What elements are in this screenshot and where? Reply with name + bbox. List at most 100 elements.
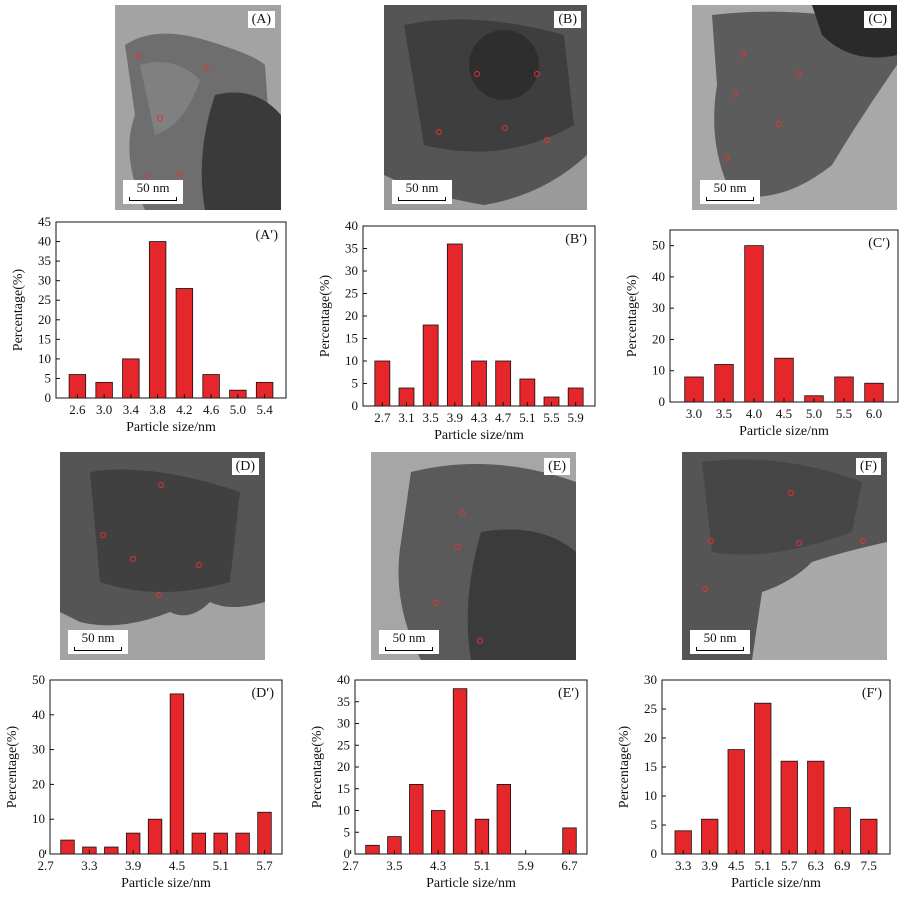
histogram-d-prime: 0 10 20 30 40 50 2.7 3.3 3.9 4.5 5.1 5.7 (D′) Particl… (0, 672, 286, 891)
y-tick-label: 20 (32, 776, 45, 791)
chart-svg: 0 10 20 30 40 50 2.7 3.3 3.9 4.5 5.1 5.7 (D′) Particl… (5, 672, 283, 891)
histogram-bar (807, 760, 825, 855)
panel-label: (B′) (565, 232, 587, 247)
scale-bar-text: 50 nm (713, 180, 747, 195)
histogram-bar (175, 288, 194, 399)
chart-svg: 0 5 10 15 20 25 30 3.3 3.9 4.5 5.1 5.7 6.3 6.9 7.5 (F′)… (617, 672, 891, 891)
y-tick-label: 10 (345, 353, 358, 368)
y-tick-label: 35 (38, 253, 51, 268)
y-axis-label: Percentage(%) (11, 268, 26, 351)
tem-image-b: (B) 50 nm (384, 5, 587, 210)
x-tick-label: 5.5 (543, 410, 559, 425)
y-tick-label: 20 (337, 759, 350, 774)
histogram-bar (446, 243, 463, 407)
y-tick-label: 10 (652, 363, 665, 378)
x-axis-label: Particle size/nm (731, 876, 821, 891)
x-tick-label: 4.7 (495, 410, 512, 425)
y-tick-label: 25 (644, 701, 657, 716)
x-tick-label: 5.0 (230, 402, 246, 417)
x-tick-label: 4.0 (746, 406, 762, 421)
histogram-bar (474, 818, 490, 855)
x-tick-label: 5.7 (781, 858, 798, 873)
panel-label: (A′) (256, 228, 279, 243)
tem-label: (F) (855, 458, 881, 475)
histogram-b-prime: 0 5 10 15 20 25 30 35 40 2.7 3.1 3.5 3.9 4.3 4.7 5.1 5.5… (313, 218, 599, 443)
x-tick-label: 5.0 (806, 406, 822, 421)
x-tick-label: 5.9 (568, 410, 584, 425)
scale-bar-text: 50 nm (703, 630, 737, 645)
y-tick-label: 10 (38, 351, 51, 366)
scale-bar: 50 nm (379, 630, 439, 654)
histogram-bar (60, 839, 75, 855)
y-axis-label: Percentage(%) (5, 725, 20, 808)
histogram-bar (191, 832, 207, 855)
histogram-bar (422, 324, 439, 407)
tem-texture (692, 5, 897, 210)
x-axis-label: Particle size/nm (434, 428, 524, 443)
x-tick-label: 4.2 (176, 402, 192, 417)
y-tick-label: 10 (337, 803, 350, 818)
y-tick-label: 30 (38, 273, 51, 288)
y-tick-label: 25 (337, 737, 350, 752)
histogram-bar (374, 360, 391, 407)
y-tick-label: 45 (38, 214, 51, 229)
y-tick-label: 20 (38, 312, 51, 327)
x-tick-label: 4.3 (430, 858, 446, 873)
x-tick-label: 5.7 (256, 858, 273, 873)
y-tick-label: 30 (652, 300, 665, 315)
y-tick-label: 25 (38, 292, 51, 307)
x-axis-label: Particle size/nm (121, 876, 211, 891)
y-tick-label: 30 (345, 263, 358, 278)
histogram-bar (774, 357, 794, 403)
tem-image-a: (A) 50 nm (115, 5, 281, 210)
x-axis-label: Particle size/nm (739, 424, 829, 439)
histogram-bar (833, 807, 851, 855)
x-tick-label: 2.7 (374, 410, 391, 425)
x-tick-label: 3.5 (716, 406, 732, 421)
y-axis-label: Percentage(%) (318, 274, 333, 357)
x-tick-label: 6.0 (866, 406, 882, 421)
y-tick-label: 40 (337, 672, 350, 687)
x-tick-label: 4.5 (728, 858, 744, 873)
x-tick-label: 2.7 (342, 858, 359, 873)
tem-label: (B) (554, 11, 581, 28)
histogram-bar (701, 818, 719, 855)
histogram-bar (257, 811, 272, 855)
y-tick-label: 30 (32, 742, 45, 757)
y-tick-label: 5 (651, 817, 658, 832)
x-tick-label: 6.7 (561, 858, 578, 873)
y-axis-label: Percentage(%) (617, 725, 632, 808)
y-tick-label: 15 (337, 781, 350, 796)
x-tick-label: 5.1 (519, 410, 535, 425)
histogram-bar (471, 360, 487, 407)
tem-texture (371, 452, 576, 660)
y-tick-label: 15 (644, 759, 657, 774)
tem-image-f: (F) 50 nm (682, 452, 887, 660)
histogram-bar (430, 810, 446, 855)
histogram-bar (148, 241, 167, 399)
y-tick-label: 40 (652, 269, 665, 284)
histogram-e-prime: 0 5 10 15 20 25 30 35 40 2.7 3.5 4.3 5.1 5.9 6.7 (E′) Pa… (305, 672, 591, 891)
x-tick-label: 3.5 (423, 410, 439, 425)
plot-frame (354, 679, 588, 855)
histogram-bar (409, 784, 424, 855)
x-tick-label: 4.5 (776, 406, 792, 421)
plot-frame (661, 679, 891, 855)
x-tick-label: 6.9 (834, 858, 850, 873)
chart-svg: 0 5 10 15 20 25 30 35 40 2.7 3.5 4.3 5.1 5.9 6.7 (E′) Pa… (310, 672, 588, 891)
y-tick-label: 35 (337, 694, 350, 709)
tem-image-d: (D) 50 nm (60, 452, 265, 660)
panel-label: (C′) (868, 236, 890, 251)
y-axis-label: Percentage(%) (310, 725, 325, 808)
tem-texture (682, 452, 887, 660)
x-tick-label: 2.7 (37, 858, 54, 873)
histogram-bar (169, 693, 185, 855)
scale-bar: 50 nm (392, 180, 452, 204)
y-tick-label: 40 (345, 218, 358, 233)
tem-image-c: (C) 50 nm (692, 5, 897, 210)
tem-label: (A) (247, 11, 275, 28)
y-tick-label: 10 (644, 788, 657, 803)
tem-image-e: (E) 50 nm (371, 452, 576, 660)
y-tick-label: 5 (344, 824, 351, 839)
x-tick-label: 3.1 (398, 410, 414, 425)
